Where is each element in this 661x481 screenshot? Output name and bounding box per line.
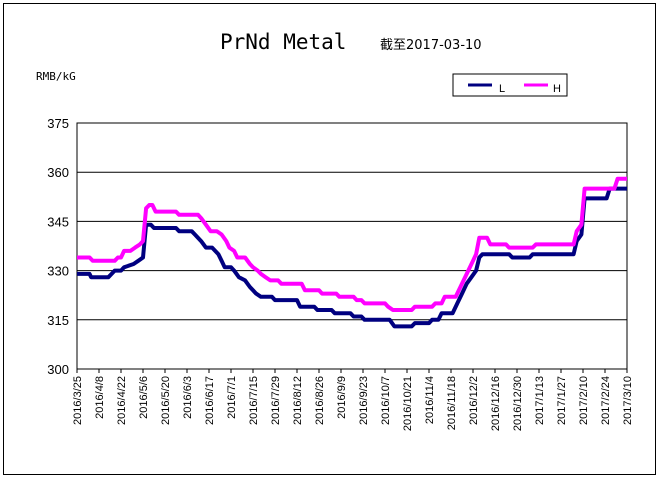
x-tick-label: 2016/5/20	[160, 376, 172, 425]
x-tick-label: 2016/10/21	[402, 376, 414, 431]
x-tick-label: 2016/11/4	[424, 376, 436, 424]
x-tick-label: 2016/5/6	[138, 376, 150, 419]
y-axis-unit-label: RMB/kG	[36, 70, 76, 83]
y-tick-label: 360	[47, 165, 69, 180]
legend-label-l: L	[499, 83, 505, 95]
x-tick-label: 2016/4/8	[94, 376, 106, 419]
x-tick-label: 2016/7/1	[226, 376, 238, 419]
x-tick-label: 2017/2/24	[600, 376, 612, 425]
series-line-l	[77, 186, 627, 329]
y-tick-label: 375	[47, 116, 69, 131]
y-tick-label: 345	[47, 214, 69, 229]
x-tick-label: 2016/3/25	[72, 376, 84, 425]
legend-label-h: H	[553, 83, 561, 95]
x-tick-label: 2016/7/29	[270, 376, 282, 425]
x-tick-label: 2016/8/12	[292, 376, 304, 425]
legend-box	[452, 73, 568, 97]
x-tick-label: 2016/10/7	[380, 376, 392, 425]
y-tick-label: 330	[47, 264, 69, 279]
y-tick-label: 315	[47, 313, 69, 328]
legend: L H	[452, 73, 568, 97]
x-tick-label: 2016/12/2	[468, 376, 480, 425]
plot-area: 300 315 330 345 360 375 2016/3/25 2016/4/8 2016/…	[47, 116, 634, 431]
x-tick-label: 2016/12/30	[512, 376, 524, 431]
plot-border	[76, 122, 628, 370]
x-tick-label: 2016/4/22	[116, 376, 128, 425]
x-tick-label: 2016/7/15	[248, 376, 260, 425]
x-tick-label: 2016/8/26	[314, 376, 326, 425]
x-tick-label: 2017/3/10	[622, 376, 634, 425]
x-tick-label: 2016/9/9	[336, 376, 348, 419]
chart-subtitle: 截至2017-03-10	[380, 38, 482, 53]
x-tick-label: 2016/11/18	[446, 376, 458, 430]
x-tick-label: 2017/1/27	[556, 376, 568, 425]
x-tick-label: 2017/1/13	[534, 376, 546, 425]
x-tick-label: 2016/9/23	[358, 376, 370, 425]
y-tick-label: 300	[47, 362, 69, 377]
series-line-h	[77, 176, 627, 312]
chart-title: PrNd Metal	[220, 30, 346, 54]
x-tick-label: 2017/2/10	[578, 376, 590, 425]
x-tick-label: 2016/6/3	[182, 376, 194, 419]
x-tick-label: 2016/12/16	[490, 376, 502, 431]
x-tick-label: 2016/6/17	[204, 376, 216, 425]
